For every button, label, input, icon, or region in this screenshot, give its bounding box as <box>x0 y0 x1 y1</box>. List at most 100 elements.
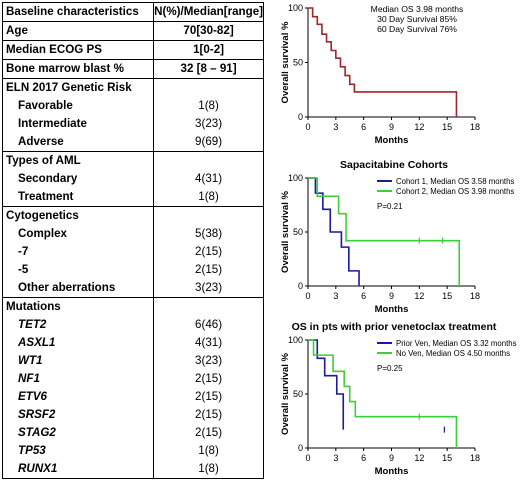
y-axis-label: Overall survival % <box>280 21 291 103</box>
block-row-value: 3(23) <box>195 354 223 367</box>
table-block: Types of AML Secondary Treatment 4(31) 1(8) <box>1 151 264 207</box>
row-label: Age <box>1 21 155 41</box>
block-row-label: NF1 <box>18 372 40 385</box>
y-axis-label: Overall survival % <box>280 353 291 435</box>
block-row-value: 2(15) <box>195 245 223 258</box>
x-tick-label: 15 <box>442 122 452 132</box>
row-label: Baseline characteristics <box>1 2 155 22</box>
y-tick-label: 50 <box>293 389 303 399</box>
block-values: 6(46) 4(31) 3(23) 2(15) 2(15) 2(15) 2(15) 1(8) 1… <box>153 297 264 479</box>
x-axis-label: Months <box>375 304 409 315</box>
x-tick-label: 6 <box>361 122 366 132</box>
block-row-label: Favorable <box>18 99 73 112</box>
y-tick-label: 0 <box>298 281 303 291</box>
block-labels: Types of AML Secondary Treatment <box>1 151 155 207</box>
row-value: 1[0-2] <box>153 40 264 60</box>
series-line <box>308 339 458 448</box>
x-tick-label: 15 <box>442 453 452 463</box>
table-block: Mutations TET2 ASXL1 WT1 NF1 ETV6 SRSF2 STAG2 TP… <box>1 297 264 479</box>
series-line <box>308 177 360 286</box>
x-tick-label: 9 <box>389 453 394 463</box>
chart-annotation: 60 Day Survival 76% <box>377 24 457 34</box>
block-values: 4(31) 1(8) <box>153 151 264 207</box>
row-value: N(%)/Median[range] <box>153 2 264 22</box>
y-tick-label: 0 <box>298 443 303 453</box>
block-row-value: 6(46) <box>195 318 223 331</box>
chart-annotation: Median OS 3.98 months <box>371 4 464 14</box>
block-row-label: ASXL1 <box>18 336 56 349</box>
x-tick-label: 12 <box>414 453 424 463</box>
block-row-label: SRSF2 <box>18 408 56 421</box>
block-row-label: Adverse <box>18 135 64 148</box>
x-axis-label: Months <box>375 135 409 146</box>
block-row-value: 2(15) <box>195 263 223 276</box>
baseline-table: Baseline characteristics N(%)/Median[rang… <box>1 2 264 479</box>
block-row-label: Intermediate <box>18 117 87 130</box>
block-row-value: 2(15) <box>195 408 223 421</box>
series-line <box>308 339 345 430</box>
block-row-label: Other aberrations <box>18 281 116 294</box>
x-tick-label: 18 <box>470 122 480 132</box>
row-value: 32 [8 – 91] <box>153 59 264 79</box>
block-values: 5(38) 2(15) 2(15) 3(23) <box>153 206 264 298</box>
y-tick-label: 100 <box>288 335 303 345</box>
survival-chart-2: 0 3 6 9 12 15 18 0 50 100 Months Overall survival %… <box>280 159 514 315</box>
y-tick-label: 50 <box>293 58 303 68</box>
table-row: Age 70[30-82] <box>1 21 264 41</box>
table-header: Baseline characteristics N(%)/Median[rang… <box>1 2 264 22</box>
x-tick-label: 6 <box>361 453 366 463</box>
chart-title: Sapacitabine Cohorts <box>340 159 448 171</box>
x-tick-label: 18 <box>470 453 480 463</box>
row-label: Median ECOG PS <box>1 40 155 60</box>
series-line <box>308 7 458 117</box>
x-tick-label: 3 <box>333 291 338 301</box>
row-value: 70[30-82] <box>153 21 264 41</box>
x-tick-label: 6 <box>361 291 366 301</box>
x-tick-label: 9 <box>389 291 394 301</box>
block-title: Cytogenetics <box>6 209 79 222</box>
chart-title: OS in pts with prior venetoclax treatmen… <box>292 321 497 333</box>
block-row-value: 9(69) <box>195 135 223 148</box>
x-tick-label: 9 <box>389 122 394 132</box>
table-row: Bone marrow blast % 32 [8 – 91] <box>1 59 264 79</box>
block-row-label: TP53 <box>18 444 46 457</box>
legend-label: Prior Ven, Median OS 3.32 months <box>396 339 517 348</box>
legend-label: Cohort 2, Median OS 3.98 months <box>396 187 514 196</box>
x-tick-label: 18 <box>470 291 480 301</box>
p-value: P=0.25 <box>377 364 403 373</box>
block-row-value: 1(8) <box>198 99 219 112</box>
table-block: ELN 2017 Genetic Risk Favorable Intermedia… <box>1 78 264 152</box>
table-row: Median ECOG PS 1[0-2] <box>1 40 264 60</box>
x-tick-label: 0 <box>305 291 310 301</box>
block-labels: Cytogenetics Complex -7 -5 Other aberrations <box>1 206 155 298</box>
legend-label: No Ven, Median OS 4.50 months <box>396 349 510 358</box>
x-tick-label: 15 <box>442 291 452 301</box>
block-row-value: 3(23) <box>195 117 223 130</box>
block-row-label: Secondary <box>18 172 78 185</box>
row-label: Bone marrow blast % <box>1 59 155 79</box>
x-tick-label: 0 <box>305 453 310 463</box>
x-tick-label: 3 <box>333 453 338 463</box>
table-block: Cytogenetics Complex -7 -5 Other aberrations… <box>1 206 264 298</box>
block-row-value: 1(8) <box>198 462 219 475</box>
x-tick-label: 0 <box>305 122 310 132</box>
chart-annotation: 30 Day Survival 85% <box>377 14 457 24</box>
block-row-value: 2(15) <box>195 390 223 403</box>
block-row-value: 5(38) <box>195 227 223 240</box>
block-row-value: 1(8) <box>198 444 219 457</box>
block-title: ELN 2017 Genetic Risk <box>6 81 132 94</box>
block-row-value: 2(15) <box>195 372 223 385</box>
x-tick-label: 12 <box>414 122 424 132</box>
block-row-value: 3(23) <box>195 281 223 294</box>
y-axis-label: Overall survival % <box>280 191 291 273</box>
block-row-label: TET2 <box>18 318 47 331</box>
block-row-value: 4(31) <box>195 336 223 349</box>
x-tick-label: 12 <box>414 291 424 301</box>
y-tick-label: 100 <box>288 3 303 13</box>
block-title: Types of AML <box>6 154 81 167</box>
block-values: 1(8) 3(23) 9(69) <box>153 78 264 152</box>
block-row-value: 2(15) <box>195 426 223 439</box>
block-row-value: 4(31) <box>195 172 223 185</box>
legend-label: Cohort 1, Median OS 3.58 months <box>396 177 514 186</box>
block-labels: Mutations TET2 ASXL1 WT1 NF1 ETV6 SRSF2 STAG2 TP… <box>1 297 155 479</box>
